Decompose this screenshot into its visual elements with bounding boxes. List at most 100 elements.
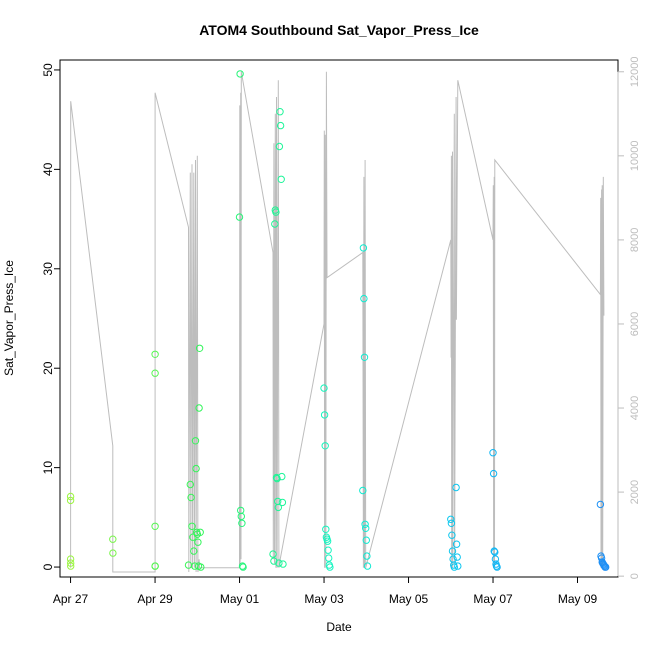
plot-frame <box>59 59 619 578</box>
data-point <box>188 522 196 530</box>
x-tick-label: May 03 <box>304 592 344 606</box>
x-axis: Apr 27 Apr 29 May 01 May 03 May 05 May 07 May … <box>53 576 598 606</box>
data-point <box>237 512 246 521</box>
data-point <box>447 519 456 527</box>
data-point <box>109 549 117 557</box>
y2-axis: 0 2000 4000 6000 8000 10000 12000 <box>617 56 641 579</box>
data-point <box>109 535 117 543</box>
data-point <box>454 562 462 570</box>
data-point <box>190 547 198 555</box>
data-point <box>191 437 200 445</box>
data-point <box>151 522 159 530</box>
data-point <box>452 483 460 492</box>
data-point <box>362 536 370 544</box>
x-tick-label: May 05 <box>389 592 429 606</box>
data-point <box>493 563 501 571</box>
data-point <box>278 498 287 507</box>
data-point <box>67 562 75 570</box>
data-point <box>359 486 367 495</box>
y-tick-label: 40 <box>41 162 55 176</box>
data-point <box>360 353 369 361</box>
data-point <box>151 562 159 570</box>
data-point <box>187 493 195 502</box>
data-point <box>324 546 332 554</box>
data-point <box>276 121 285 130</box>
data-point <box>273 474 281 483</box>
data-point <box>235 213 244 221</box>
point-series <box>66 70 610 571</box>
data-point <box>491 548 499 556</box>
data-point <box>326 563 334 571</box>
y-tick-label: 30 <box>41 262 55 276</box>
data-point <box>196 528 204 536</box>
data-point <box>448 547 457 555</box>
y2-tick-label: 2000 <box>629 480 641 504</box>
data-point <box>489 469 498 478</box>
data-point <box>452 540 461 548</box>
line-series <box>70 71 605 573</box>
data-point <box>275 559 283 567</box>
data-point <box>236 70 244 78</box>
data-point <box>195 344 204 352</box>
data-point <box>602 563 610 571</box>
chart-title: ATOM4 Southbound Sat_Vapor_Press_Ice <box>199 22 479 38</box>
y2-tick-label: 6000 <box>629 312 641 336</box>
data-point <box>276 108 284 116</box>
data-point <box>360 294 368 303</box>
data-point <box>274 503 282 512</box>
data-point <box>194 538 202 546</box>
data-point <box>321 442 329 450</box>
y2-tick-label: 8000 <box>629 228 641 252</box>
data-point <box>66 496 75 505</box>
data-point <box>320 411 329 419</box>
data-point <box>359 244 368 252</box>
data-point <box>596 500 605 509</box>
data-point <box>275 142 284 151</box>
x-tick-label: Apr 29 <box>137 592 173 606</box>
y2-tick-label: 10000 <box>629 141 641 172</box>
data-point <box>361 520 369 528</box>
data-point <box>448 531 456 539</box>
data-point <box>363 562 372 570</box>
y-tick-label: 10 <box>41 461 55 475</box>
data-point <box>447 515 455 523</box>
y-axis: 0 10 20 30 40 50 <box>41 63 60 570</box>
data-point <box>239 563 247 571</box>
data-point <box>272 208 280 216</box>
data-point <box>192 464 200 473</box>
data-point <box>320 384 328 392</box>
data-point <box>66 555 75 563</box>
data-point <box>323 537 332 545</box>
data-point <box>491 555 500 563</box>
data-point <box>278 472 286 481</box>
data-point <box>325 554 333 562</box>
series-line <box>70 71 605 573</box>
y2-tick-label: 0 <box>629 573 641 579</box>
data-point <box>271 220 279 228</box>
x-tick-label: Apr 27 <box>53 592 89 606</box>
data-point <box>450 563 458 571</box>
data-point <box>186 480 195 489</box>
data-point <box>67 559 75 567</box>
y2-tick-label: 4000 <box>629 396 641 420</box>
x-tick-label: May 01 <box>220 592 260 606</box>
data-point <box>277 175 285 184</box>
y-axis-label: Sat_Vapor_Press_Ice <box>2 260 16 376</box>
x-tick-label: May 07 <box>473 592 513 606</box>
y-tick-label: 0 <box>41 563 55 570</box>
y2-tick-label: 12000 <box>629 56 641 87</box>
data-point <box>453 553 461 561</box>
data-point <box>362 524 370 532</box>
x-tick-label: May 09 <box>558 592 598 606</box>
data-point <box>269 550 277 558</box>
data-point <box>66 492 75 501</box>
data-point <box>151 369 159 377</box>
y-tick-label: 50 <box>41 63 55 77</box>
x-axis-label: Date <box>326 620 352 634</box>
data-point <box>270 557 278 565</box>
data-point <box>197 563 205 571</box>
data-point <box>151 350 159 358</box>
data-point <box>363 552 371 560</box>
data-point <box>195 404 203 412</box>
